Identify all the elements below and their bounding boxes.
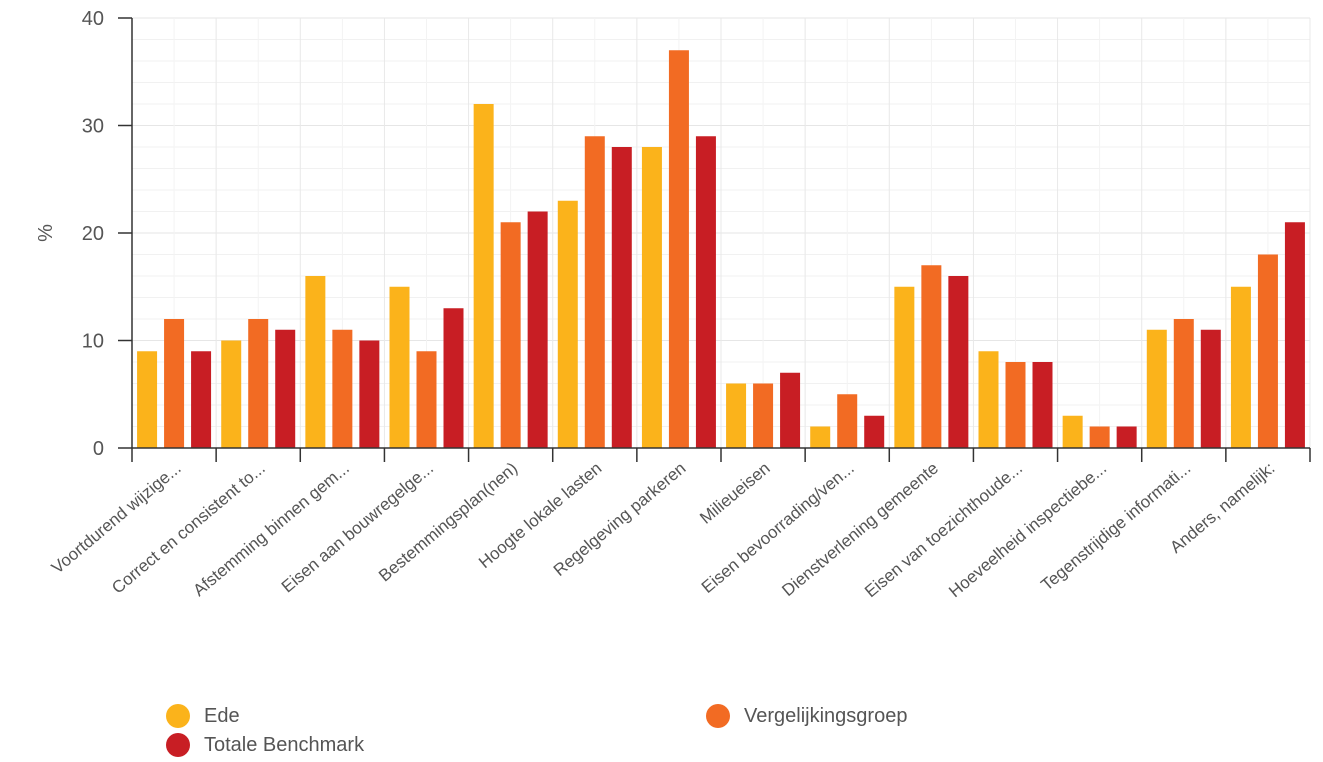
bar-vergelijkingsgroep-1[interactable] xyxy=(248,319,269,448)
bar-ede-3[interactable] xyxy=(389,286,410,448)
legend-item-totale-benchmark[interactable]: Totale Benchmark xyxy=(166,733,364,757)
legend-swatch-ede xyxy=(166,704,190,728)
bar-totale-benchmark-3[interactable] xyxy=(443,308,464,448)
bar-vergelijkingsgroep-13[interactable] xyxy=(1257,254,1278,449)
bar-vergelijkingsgroep-6[interactable] xyxy=(668,50,689,448)
bar-vergelijkingsgroep-5[interactable] xyxy=(584,136,605,448)
bar-vergelijkingsgroep-10[interactable] xyxy=(1005,362,1026,448)
bar-totale-benchmark-12[interactable] xyxy=(1200,329,1221,448)
legend-swatch-vergelijkingsgroep xyxy=(706,704,730,728)
bar-ede-2[interactable] xyxy=(305,276,326,448)
bar-ede-7[interactable] xyxy=(726,383,747,449)
bar-vergelijkingsgroep-9[interactable] xyxy=(921,265,942,448)
bar-vergelijkingsgroep-3[interactable] xyxy=(416,351,437,448)
bar-vergelijkingsgroep-8[interactable] xyxy=(837,394,858,448)
x-tick-label: Eisen van toezichthoude... xyxy=(861,459,1026,602)
bar-ede-4[interactable] xyxy=(473,104,494,448)
bar-totale-benchmark-10[interactable] xyxy=(1032,362,1053,448)
bar-ede-6[interactable] xyxy=(641,147,662,448)
bar-totale-benchmark-13[interactable] xyxy=(1284,222,1305,448)
bar-totale-benchmark-2[interactable] xyxy=(359,340,380,449)
legend-label-ede: Ede xyxy=(204,704,240,727)
bar-ede-8[interactable] xyxy=(810,426,831,449)
y-tick-label: 0 xyxy=(93,438,104,460)
legend-item-ede[interactable]: Ede xyxy=(166,704,240,728)
bar-ede-13[interactable] xyxy=(1230,286,1251,448)
bar-ede-0[interactable] xyxy=(137,351,158,448)
bar-vergelijkingsgroep-2[interactable] xyxy=(332,329,353,448)
x-tick-label: Dienstverlening gemeente xyxy=(778,459,942,601)
x-tick-label: Tegenstrijdige informati... xyxy=(1037,459,1194,595)
x-tick-label: Milieueisen xyxy=(696,459,773,528)
bar-vergelijkingsgroep-11[interactable] xyxy=(1089,426,1110,449)
bar-vergelijkingsgroep-4[interactable] xyxy=(500,222,521,448)
y-tick-label: 40 xyxy=(82,8,104,30)
bar-totale-benchmark-1[interactable] xyxy=(275,329,296,448)
bar-totale-benchmark-7[interactable] xyxy=(780,372,801,448)
bar-vergelijkingsgroep-0[interactable] xyxy=(164,319,185,448)
x-tick-label: Bestemmingsplan(nen) xyxy=(375,459,521,586)
x-tick-label: Correct en consistent to... xyxy=(108,459,269,598)
x-tick-label: Hoeveelheid inspectiebe... xyxy=(945,459,1110,602)
bar-totale-benchmark-9[interactable] xyxy=(948,276,969,448)
bar-ede-9[interactable] xyxy=(894,286,915,448)
legend-label-totale-benchmark: Totale Benchmark xyxy=(204,733,365,756)
legend-item-vergelijkingsgroep[interactable]: Vergelijkingsgroep xyxy=(706,704,907,728)
axes xyxy=(118,17,1311,462)
bar-ede-10[interactable] xyxy=(978,351,999,448)
bar-totale-benchmark-4[interactable] xyxy=(527,211,548,449)
bar-ede-12[interactable] xyxy=(1146,329,1167,448)
bars xyxy=(137,50,1305,448)
bar-totale-benchmark-8[interactable] xyxy=(864,415,885,448)
bar-ede-1[interactable] xyxy=(221,340,242,449)
x-tick-label: Afstemming binnen gem... xyxy=(189,459,352,600)
y-tick-label: 20 xyxy=(82,223,104,245)
y-tick-label: 30 xyxy=(82,116,104,138)
legend-swatch-totale-benchmark xyxy=(166,733,190,757)
bar-totale-benchmark-11[interactable] xyxy=(1116,426,1137,449)
bar-ede-5[interactable] xyxy=(557,200,578,448)
bar-totale-benchmark-0[interactable] xyxy=(191,351,212,448)
y-tick-label: 10 xyxy=(82,331,104,353)
bar-totale-benchmark-5[interactable] xyxy=(611,147,632,448)
bar-vergelijkingsgroep-12[interactable] xyxy=(1173,319,1194,448)
bar-vergelijkingsgroep-7[interactable] xyxy=(753,383,774,449)
x-tick-label: Eisen bevoorrading/ven... xyxy=(698,459,858,597)
bar-ede-11[interactable] xyxy=(1062,415,1083,448)
bar-totale-benchmark-6[interactable] xyxy=(695,136,716,448)
y-axis-label: % xyxy=(35,224,57,242)
x-tick-label: Eisen aan bouwregelge... xyxy=(278,459,437,597)
legend-label-vergelijkingsgroep: Vergelijkingsgroep xyxy=(744,704,908,727)
